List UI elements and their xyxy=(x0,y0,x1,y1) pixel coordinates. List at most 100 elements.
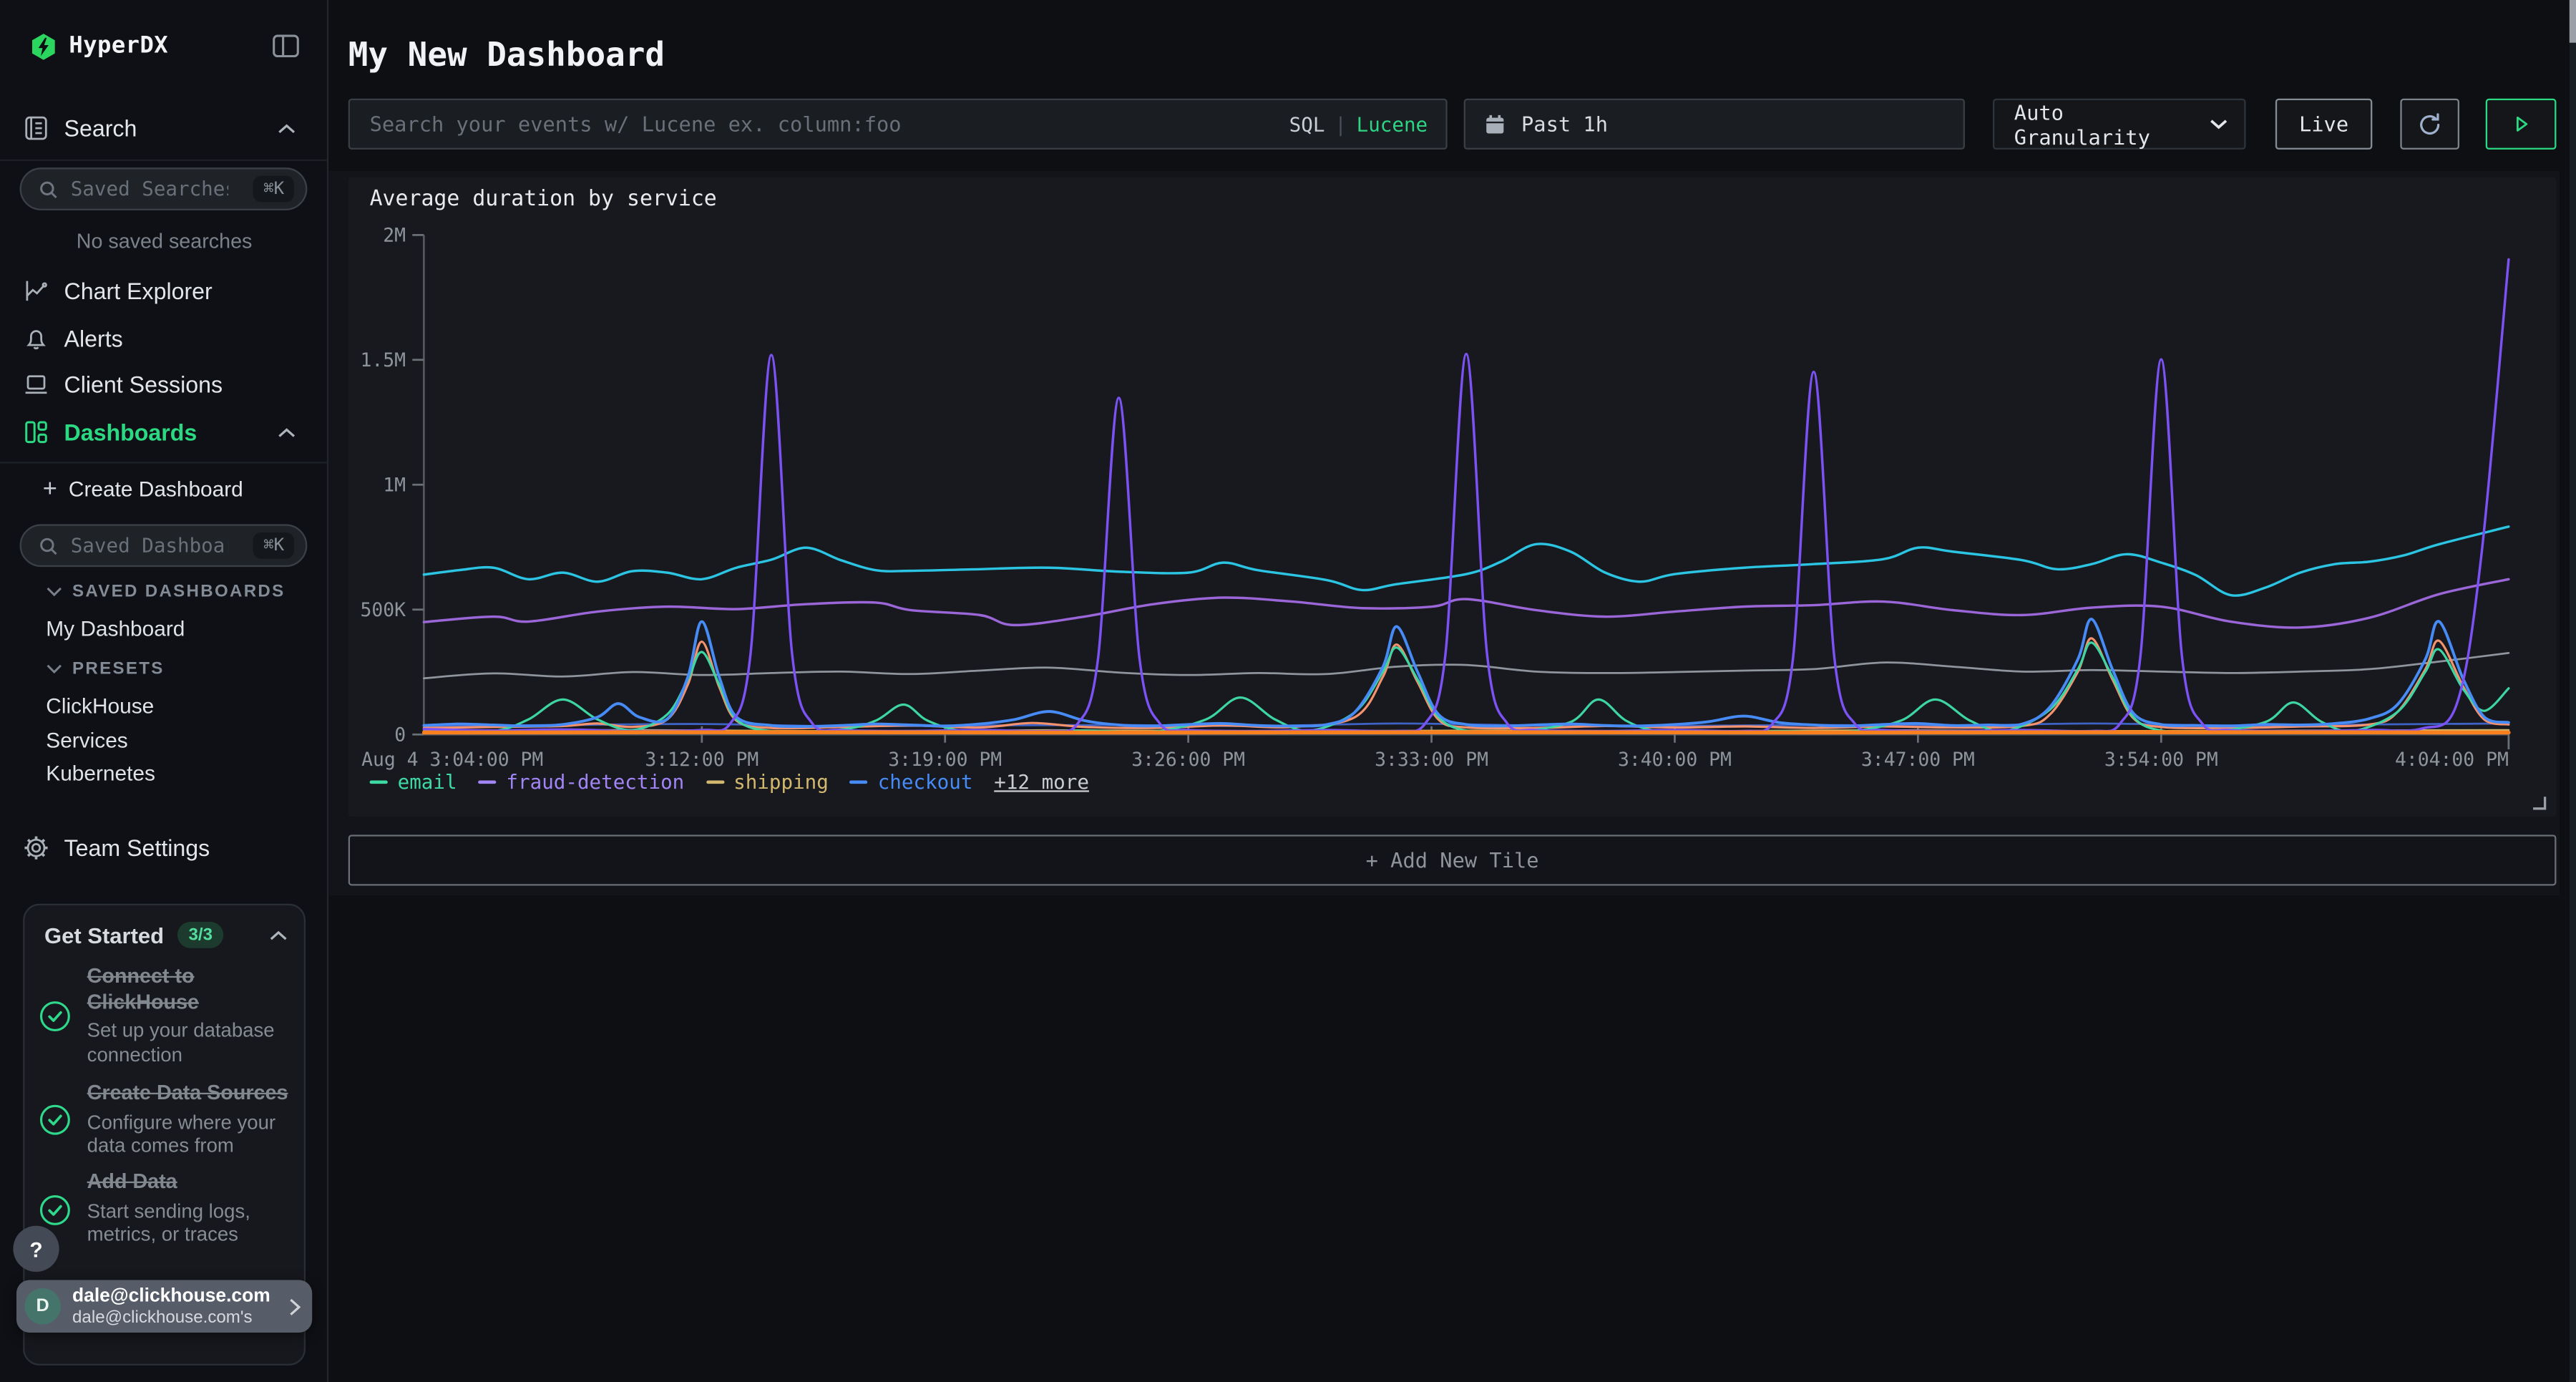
lucene-mode-button[interactable]: Lucene xyxy=(1356,112,1428,136)
task-title: Add Data xyxy=(87,1169,177,1193)
help-button[interactable]: ? xyxy=(13,1225,59,1272)
chevron-up-icon xyxy=(270,929,288,940)
event-search-input[interactable] xyxy=(369,112,1289,137)
refresh-button[interactable] xyxy=(2400,98,2459,150)
brand-row: HyperDX xyxy=(29,28,306,64)
chart-tile: Average duration by service 0 500K 1M 1.5M 2… xyxy=(348,177,2557,817)
play-icon xyxy=(2509,112,2533,136)
sidebar-link-my-dashboard[interactable]: My Dashboard xyxy=(46,615,185,641)
sidebar-item-alerts[interactable]: Alerts xyxy=(0,318,328,358)
user-team: dale@clickhouse.com's xyxy=(72,1307,253,1327)
legend-item-fraud-detection[interactable]: fraud-detection xyxy=(478,771,684,794)
plus-icon: + xyxy=(42,475,57,503)
get-started-item[interactable]: Create Data Sources Configure where your… xyxy=(87,1081,291,1159)
sidebar: HyperDX Search ⌘K No saved searches xyxy=(0,0,329,1382)
granularity-value: Auto Granularity xyxy=(2014,99,2150,149)
scrollbar-track xyxy=(2569,0,2576,1382)
add-new-tile-button[interactable]: + Add New Tile xyxy=(348,834,2557,886)
gear-icon xyxy=(23,834,49,861)
create-dashboard-button[interactable]: + Create Dashboard xyxy=(43,475,243,503)
user-email: dale@clickhouse.com xyxy=(72,1285,270,1306)
time-range-value: Past 1h xyxy=(1521,112,1608,137)
avatar: D xyxy=(24,1288,61,1325)
tile-resize-handle[interactable] xyxy=(2532,795,2547,810)
svg-text:3:12:00 PM: 3:12:00 PM xyxy=(645,749,758,771)
dashboard-grid-icon xyxy=(23,419,49,445)
get-started-item[interactable]: Connect to ClickHouse Set up your databa… xyxy=(87,965,291,1068)
create-dashboard-label: Create Dashboard xyxy=(68,476,243,502)
search-icon xyxy=(38,535,59,556)
legend-item-shipping[interactable]: shipping xyxy=(706,771,829,794)
page-title: My New Dashboard xyxy=(348,34,665,74)
chevron-down-icon xyxy=(2210,118,2228,130)
hyperdx-logo-icon xyxy=(29,32,57,60)
sidebar-item-team-settings[interactable]: Team Settings xyxy=(0,828,328,867)
sql-mode-button[interactable]: SQL xyxy=(1289,112,1325,136)
saved-dashboards-search[interactable]: ⌘K xyxy=(19,524,308,568)
get-started-header[interactable]: Get Started 3/3 xyxy=(44,922,288,948)
sidebar-section-search[interactable]: Search xyxy=(0,109,328,148)
granularity-select[interactable]: Auto Granularity xyxy=(1992,98,2246,150)
section-label: PRESETS xyxy=(72,658,165,679)
saved-dashboards-input[interactable] xyxy=(70,534,229,558)
sidebar-link-clickhouse[interactable]: ClickHouse xyxy=(46,693,155,719)
chevron-up-icon xyxy=(278,122,296,134)
task-desc: Start sending logs, metrics, or traces xyxy=(87,1198,250,1246)
no-saved-searches-label: No saved searches xyxy=(76,230,253,253)
laptop-icon xyxy=(23,371,49,398)
svg-text:1.5M: 1.5M xyxy=(361,349,406,371)
mode-divider: | xyxy=(1335,112,1347,136)
saved-searches-input[interactable] xyxy=(70,177,229,201)
chevron-up-icon xyxy=(278,427,296,438)
svg-text:4:04:00 PM: 4:04:00 PM xyxy=(2395,749,2509,771)
get-started-title: Get Started xyxy=(44,923,165,948)
task-desc: Set up your database connection xyxy=(87,1018,275,1066)
progress-badge: 3/3 xyxy=(177,922,225,948)
get-started-item[interactable]: Add Data Start sending logs, metrics, or… xyxy=(87,1170,291,1247)
task-title: Connect to ClickHouse xyxy=(87,964,200,1013)
event-search-box: SQL | Lucene xyxy=(348,98,1448,150)
chevron-right-icon xyxy=(289,1298,301,1315)
user-menu[interactable]: D dale@clickhouse.com dale@clickhouse.co… xyxy=(16,1280,313,1333)
check-circle-icon xyxy=(39,1104,71,1136)
legend-item-checkout[interactable]: checkout xyxy=(849,771,972,794)
svg-text:3:47:00 PM: 3:47:00 PM xyxy=(1861,749,1975,771)
live-button[interactable]: Live xyxy=(2275,98,2373,150)
brand-name: HyperDX xyxy=(69,32,169,59)
svg-text:Aug 4 3:04:00 PM: Aug 4 3:04:00 PM xyxy=(361,749,543,771)
calendar-icon xyxy=(1483,112,1506,135)
saved-searches-search[interactable]: ⌘K xyxy=(19,167,308,210)
sidebar-item-client-sessions[interactable]: Client Sessions xyxy=(0,365,328,404)
shortcut-badge: ⌘K xyxy=(253,175,294,203)
chart-title: Average duration by service xyxy=(369,187,717,213)
svg-text:1M: 1M xyxy=(383,474,406,496)
svg-text:3:19:00 PM: 3:19:00 PM xyxy=(888,749,1002,771)
bell-icon xyxy=(23,326,49,352)
sidebar-link-kubernetes[interactable]: Kubernetes xyxy=(46,761,155,786)
scrollbar-thumb[interactable] xyxy=(2569,0,2576,43)
sidebar-item-label: Team Settings xyxy=(64,834,210,862)
sidebar-item-label: Alerts xyxy=(64,325,123,352)
sidebar-item-dashboards[interactable]: Dashboards xyxy=(0,412,328,452)
chevron-down-icon xyxy=(46,664,62,674)
task-desc: Configure where your data comes from xyxy=(87,1109,276,1158)
collapse-sidebar-icon[interactable] xyxy=(271,31,301,61)
task-title: Create Data Sources xyxy=(87,1081,288,1104)
query-language-toggle: SQL | Lucene xyxy=(1289,112,1428,135)
chevron-down-icon xyxy=(46,587,62,597)
check-circle-icon xyxy=(39,1194,71,1226)
sidebar-item-chart-explorer[interactable]: Chart Explorer xyxy=(0,271,328,311)
svg-text:3:26:00 PM: 3:26:00 PM xyxy=(1131,749,1245,771)
divider xyxy=(0,462,327,464)
legend-swatch xyxy=(706,780,724,784)
legend-more-link[interactable]: +12 more xyxy=(994,770,1089,794)
chart-legend: email fraud-detection shipping checkout … xyxy=(369,770,1089,794)
presets-section-toggle[interactable]: PRESETS xyxy=(46,658,165,679)
saved-dashboards-section-toggle[interactable]: SAVED DASHBOARDS xyxy=(46,582,285,601)
svg-text:3:33:00 PM: 3:33:00 PM xyxy=(1375,749,1488,771)
run-query-button[interactable] xyxy=(2485,98,2557,150)
time-range-picker[interactable]: Past 1h xyxy=(1463,98,1965,150)
legend-item-email[interactable]: email xyxy=(369,771,457,794)
divider xyxy=(0,159,327,162)
sidebar-link-services[interactable]: Services xyxy=(46,728,128,753)
